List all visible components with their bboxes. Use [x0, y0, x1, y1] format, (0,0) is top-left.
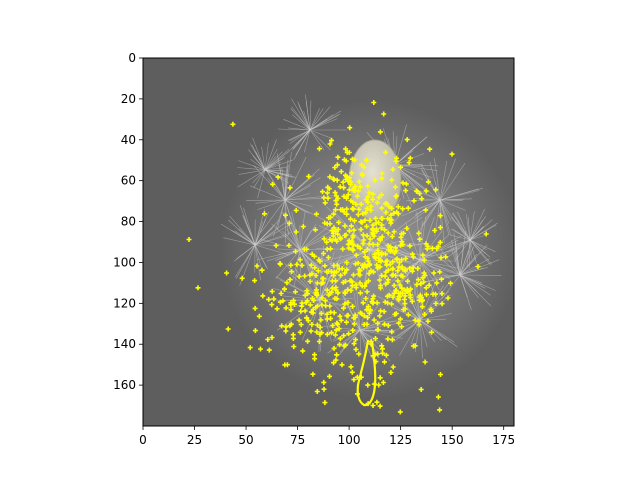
plot-frame	[142, 57, 515, 427]
x-tick-label: 0	[139, 433, 147, 447]
stem-contour-outline	[356, 339, 377, 407]
y-tick-label: 160	[113, 378, 136, 392]
x-tick-label: 25	[187, 433, 202, 447]
y-tick-label: 80	[121, 215, 136, 229]
y-tick-label: 60	[121, 174, 136, 188]
x-tick-label: 75	[290, 433, 305, 447]
x-axis: 0 25 50 75 100 125 150 175	[139, 426, 515, 447]
image-panel	[142, 57, 515, 427]
x-tick-label: 150	[441, 433, 464, 447]
x-tick-label: 50	[238, 433, 253, 447]
y-tick-label: 140	[113, 337, 136, 351]
x-tick-label: 125	[389, 433, 412, 447]
y-tick-label: 0	[128, 51, 136, 65]
y-tick-label: 40	[121, 133, 136, 147]
y-tick-label: 120	[113, 296, 136, 310]
x-tick-label: 175	[492, 433, 515, 447]
yellow-overlay	[186, 100, 489, 415]
y-tick-label: 100	[113, 255, 136, 269]
x-tick-label: 100	[338, 433, 361, 447]
y-axis: 0 20 40 60 80 100 120 140 160	[113, 51, 143, 392]
y-tick-label: 20	[121, 92, 136, 106]
